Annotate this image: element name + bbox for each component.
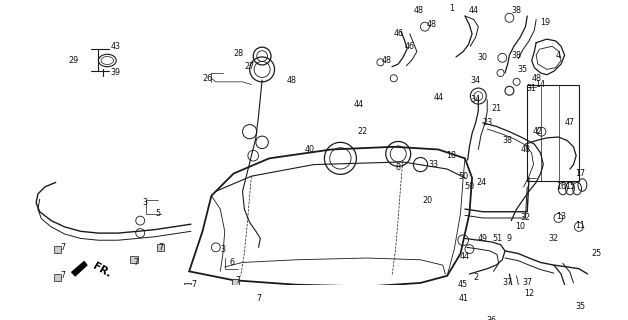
Text: 50: 50 — [458, 172, 468, 181]
Bar — [54, 245, 61, 253]
Bar — [157, 244, 165, 251]
Text: 8: 8 — [396, 163, 401, 172]
Text: FR.: FR. — [91, 261, 113, 280]
Text: 37: 37 — [522, 278, 533, 287]
Text: 15: 15 — [565, 182, 575, 191]
Text: 47: 47 — [565, 118, 575, 127]
Polygon shape — [72, 261, 87, 276]
Text: 32: 32 — [521, 213, 531, 222]
Text: 48: 48 — [414, 6, 424, 15]
Text: 40: 40 — [304, 145, 314, 154]
Bar — [252, 297, 259, 304]
Text: 7: 7 — [133, 258, 138, 267]
Text: 44: 44 — [460, 252, 470, 261]
Text: 23: 23 — [482, 118, 492, 127]
Text: 25: 25 — [592, 249, 602, 258]
Text: 48: 48 — [286, 76, 296, 84]
Text: 7: 7 — [191, 280, 196, 289]
Text: 45: 45 — [458, 280, 468, 289]
Text: 39: 39 — [111, 68, 121, 77]
Text: 48: 48 — [531, 74, 541, 83]
Text: 7: 7 — [256, 293, 261, 302]
Text: 48: 48 — [521, 145, 531, 154]
Text: 7: 7 — [60, 271, 65, 280]
Text: 41: 41 — [458, 293, 468, 302]
Text: 42: 42 — [533, 127, 543, 136]
Text: 7: 7 — [236, 276, 241, 285]
Text: 34: 34 — [470, 95, 480, 104]
Text: 29: 29 — [68, 56, 78, 65]
Text: 16: 16 — [556, 182, 566, 191]
Text: 3: 3 — [142, 198, 147, 207]
Text: 33: 33 — [429, 160, 439, 169]
Text: 44: 44 — [353, 100, 363, 109]
Text: 27: 27 — [244, 62, 255, 71]
Text: 35: 35 — [517, 65, 528, 74]
Text: 14: 14 — [536, 80, 546, 89]
Text: 34: 34 — [470, 76, 480, 84]
Text: 3: 3 — [220, 244, 225, 254]
Text: 2: 2 — [473, 273, 478, 282]
Text: 22: 22 — [357, 127, 368, 136]
Text: 31: 31 — [527, 84, 537, 93]
Text: 17: 17 — [575, 169, 586, 178]
Text: 46: 46 — [405, 42, 415, 51]
Bar — [462, 290, 468, 297]
Text: 49: 49 — [478, 234, 488, 243]
Text: 7: 7 — [60, 243, 65, 252]
Text: 28: 28 — [233, 49, 243, 58]
Text: 4: 4 — [556, 51, 561, 60]
Text: 44: 44 — [469, 6, 479, 15]
Text: 21: 21 — [491, 104, 501, 113]
Bar — [131, 256, 138, 263]
Text: 50: 50 — [464, 182, 475, 191]
Text: 48: 48 — [426, 20, 436, 29]
Text: 26: 26 — [202, 74, 212, 83]
Text: 48: 48 — [382, 56, 392, 65]
Text: 43: 43 — [111, 42, 121, 51]
Text: 38: 38 — [512, 6, 522, 15]
Text: 7: 7 — [158, 243, 163, 252]
Text: 35: 35 — [575, 302, 586, 311]
Bar — [232, 279, 239, 286]
Text: 46: 46 — [393, 29, 403, 38]
Bar — [528, 84, 579, 180]
Text: 19: 19 — [540, 18, 550, 27]
Text: 5: 5 — [156, 209, 161, 218]
Text: 44: 44 — [433, 93, 443, 102]
Text: 20: 20 — [423, 196, 433, 205]
Text: 37: 37 — [502, 278, 512, 287]
Text: 36: 36 — [487, 316, 497, 320]
Text: 11: 11 — [576, 220, 586, 229]
Text: 12: 12 — [524, 289, 534, 298]
Text: 30: 30 — [478, 53, 488, 62]
Text: 18: 18 — [447, 151, 457, 160]
Text: 32: 32 — [549, 234, 559, 243]
Text: 38: 38 — [502, 136, 512, 145]
Text: 24: 24 — [476, 178, 486, 187]
Bar — [184, 283, 191, 290]
Text: 38: 38 — [512, 51, 522, 60]
Text: 9: 9 — [507, 234, 512, 243]
Text: 51: 51 — [492, 234, 502, 243]
Text: 1: 1 — [449, 4, 454, 13]
Text: 6: 6 — [229, 258, 234, 267]
Text: 13: 13 — [556, 212, 566, 221]
Bar — [54, 274, 61, 281]
Text: 10: 10 — [515, 222, 525, 231]
